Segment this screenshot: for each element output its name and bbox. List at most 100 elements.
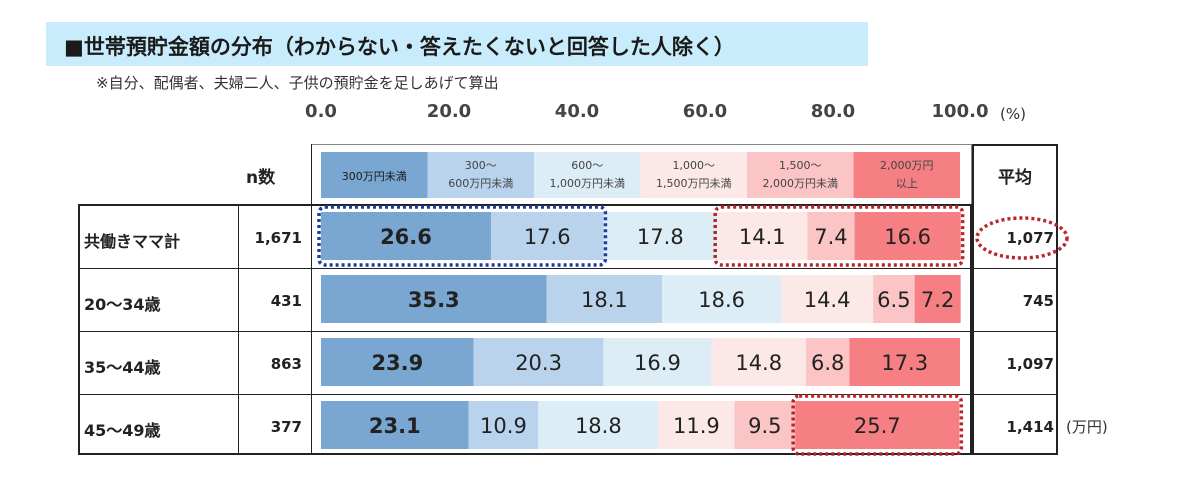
bar-segment — [914, 275, 961, 323]
bar-segment — [546, 275, 663, 323]
row-n-value: 431 — [270, 292, 302, 310]
bar-segment — [490, 212, 604, 260]
bar-segment — [321, 401, 469, 449]
row-divider — [78, 331, 1058, 332]
legend-label: 300～ — [465, 159, 497, 172]
n-column-header: n数 — [246, 168, 276, 188]
legend-swatch — [853, 152, 960, 198]
bar-segment — [849, 338, 960, 386]
legend-label: 600～ — [571, 159, 603, 172]
x-tick-label: 20.0 — [426, 101, 472, 122]
legend-label: 1,000～ — [673, 159, 716, 172]
bar-value-label: 6.8 — [811, 351, 844, 375]
row-average-value: 745 — [1022, 292, 1054, 310]
bar-segment — [795, 401, 960, 449]
highlight-outline-top-bracket — [791, 394, 964, 456]
bar-value-label: 18.6 — [698, 288, 745, 312]
table-frame — [78, 204, 972, 455]
bar-value-label: 9.5 — [748, 414, 781, 438]
bar-value-label: 35.3 — [408, 288, 460, 312]
legend-label: 1,000万円未満 — [550, 177, 626, 190]
axis-unit: (%) — [1000, 105, 1026, 123]
bar-value-label: 11.9 — [673, 414, 720, 438]
legend-swatch — [640, 152, 747, 198]
row-average-value: 1,097 — [1006, 355, 1054, 373]
average-unit: (万円) — [1066, 418, 1108, 436]
bar-segment — [468, 401, 539, 449]
bar-value-label: 23.1 — [369, 414, 421, 438]
legend-swatch — [427, 152, 534, 198]
bar-value-label: 18.1 — [581, 288, 628, 312]
bar-segment — [854, 212, 961, 260]
row-n-value: 1,671 — [254, 229, 302, 247]
bar-segment — [806, 338, 850, 386]
x-tick-label: 0.0 — [305, 101, 337, 122]
bar-segment — [807, 212, 855, 260]
bar-value-label: 16.9 — [634, 351, 681, 375]
bar-value-label: 18.8 — [575, 414, 622, 438]
bar-value-label: 20.3 — [515, 351, 562, 375]
bar-segment — [711, 338, 807, 386]
row-label: 35～44歳 — [84, 358, 161, 377]
x-tick-label: 100.0 — [931, 101, 989, 122]
bar-segment — [321, 275, 547, 323]
bar-value-label: 6.5 — [877, 288, 910, 312]
column-divider — [311, 144, 312, 455]
x-tick-label: 40.0 — [554, 101, 600, 122]
title-bar — [46, 22, 868, 66]
legend-label: 以上 — [896, 177, 918, 190]
chart-title: ■世帯預貯金額の分布（わからない・答えたくないと回答した人除く） — [64, 35, 735, 59]
legend-label: 2,000万円未満 — [763, 177, 839, 190]
highlight-outline-average — [975, 216, 1069, 260]
bar-value-label: 14.4 — [804, 288, 851, 312]
legend-label: 600万円未満 — [448, 177, 513, 190]
bar-value-label: 7.4 — [814, 225, 847, 249]
bar-value-label: 17.6 — [524, 225, 571, 249]
bar-value-label: 16.6 — [884, 225, 931, 249]
chart-subtitle: ※自分、配偶者、夫婦二人、子供の預貯金を足しあげて算出 — [96, 74, 499, 92]
row-n-value: 863 — [270, 355, 302, 373]
row-average-value: 1,077 — [1006, 229, 1054, 247]
bar-value-label: 10.9 — [480, 414, 527, 438]
bar-value-label: 26.6 — [380, 225, 432, 249]
legend-swatch — [747, 152, 854, 198]
row-label: 45～49歳 — [84, 421, 161, 440]
bar-value-label: 17.3 — [881, 351, 928, 375]
bar-segment — [662, 275, 782, 323]
legend-label: 1,500～ — [779, 159, 822, 172]
average-column-header: 平均 — [998, 168, 1032, 188]
bar-value-label: 23.9 — [371, 351, 423, 375]
bar-segment — [717, 212, 808, 260]
row-divider — [78, 268, 1058, 269]
bar-segment — [734, 401, 796, 449]
bar-segment — [321, 338, 474, 386]
legend-swatch — [321, 152, 428, 198]
x-tick-label: 80.0 — [810, 101, 856, 122]
bar-segment — [321, 212, 491, 260]
legend-label: 2,000万円 — [880, 159, 934, 172]
row-label: 共働きママ計 — [84, 232, 181, 251]
column-divider — [238, 204, 239, 455]
bar-value-label: 14.1 — [739, 225, 786, 249]
bar-value-label: 7.2 — [921, 288, 954, 312]
bar-segment — [473, 338, 604, 386]
row-n-value: 377 — [270, 418, 302, 436]
highlight-outline-low — [317, 205, 608, 267]
bar-segment — [658, 401, 735, 449]
legend-swatch — [534, 152, 641, 198]
average-column-frame — [972, 144, 1058, 455]
bar-segment — [603, 338, 712, 386]
x-tick-label: 60.0 — [682, 101, 728, 122]
legend-label: 1,500万円未満 — [656, 177, 732, 190]
bar-value-label: 25.7 — [854, 414, 901, 438]
bar-value-label: 17.8 — [637, 225, 684, 249]
bar-segment — [873, 275, 915, 323]
bar-value-label: 14.8 — [735, 351, 782, 375]
bar-segment — [603, 212, 718, 260]
legend-label: 300万円未満 — [342, 170, 407, 183]
row-divider — [78, 394, 1058, 395]
row-label: 20～34歳 — [84, 295, 161, 314]
bar-segment — [538, 401, 659, 449]
bar-segment — [781, 275, 874, 323]
